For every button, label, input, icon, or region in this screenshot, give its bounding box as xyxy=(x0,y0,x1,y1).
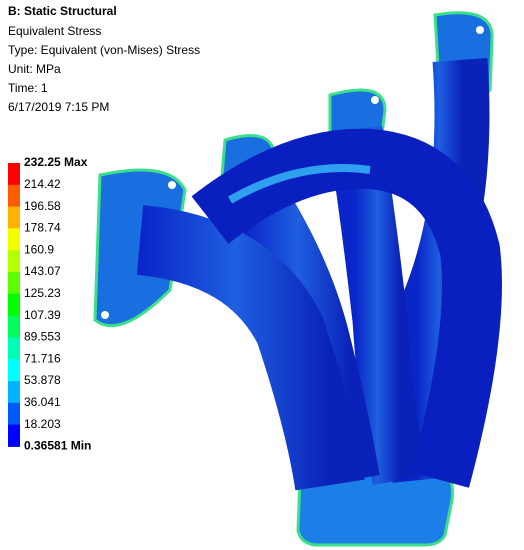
legend-label: 18.203 xyxy=(24,417,61,431)
legend-swatch xyxy=(8,228,20,250)
legend-label: 0.36581 Min xyxy=(24,439,91,453)
legend-swatch xyxy=(8,163,20,185)
legend-label: 214.42 xyxy=(24,177,61,191)
info-line: Type: Equivalent (von-Mises) Stress xyxy=(8,43,200,57)
legend-label: 107.39 xyxy=(24,308,61,322)
info-line: Time: 1 xyxy=(8,81,48,95)
legend-swatch xyxy=(8,425,20,447)
legend-swatch xyxy=(8,359,20,381)
info-line: Unit: MPa xyxy=(8,62,61,76)
legend-swatch xyxy=(8,316,20,338)
legend-label: 196.58 xyxy=(24,199,61,213)
legend-swatch xyxy=(8,250,20,272)
legend-label: 160.9 xyxy=(24,242,54,256)
legend-swatch xyxy=(8,185,20,207)
legend-swatch xyxy=(8,381,20,403)
legend-swatch xyxy=(8,272,20,294)
legend-label: 53.878 xyxy=(24,373,61,387)
info-line: 6/17/2019 7:15 PM xyxy=(8,100,109,114)
info-line: Equivalent Stress xyxy=(8,24,101,38)
title: B: Static Structural xyxy=(8,4,117,18)
model xyxy=(95,13,492,545)
legend-swatch xyxy=(8,337,20,359)
legend-label: 89.553 xyxy=(24,330,61,344)
legend-label: 143.07 xyxy=(24,264,61,278)
legend-swatch xyxy=(8,403,20,425)
legend-label: 36.041 xyxy=(24,395,61,409)
legend-label: 71.716 xyxy=(24,351,61,365)
legend-swatch xyxy=(8,207,20,229)
legend-label: 125.23 xyxy=(24,286,61,300)
legend-label: 178.74 xyxy=(24,221,61,235)
viewport: B: Static Structural Equivalent Stress Ty… xyxy=(0,0,524,550)
legend-swatch xyxy=(8,294,20,316)
legend-label: 232.25 Max xyxy=(24,155,88,169)
